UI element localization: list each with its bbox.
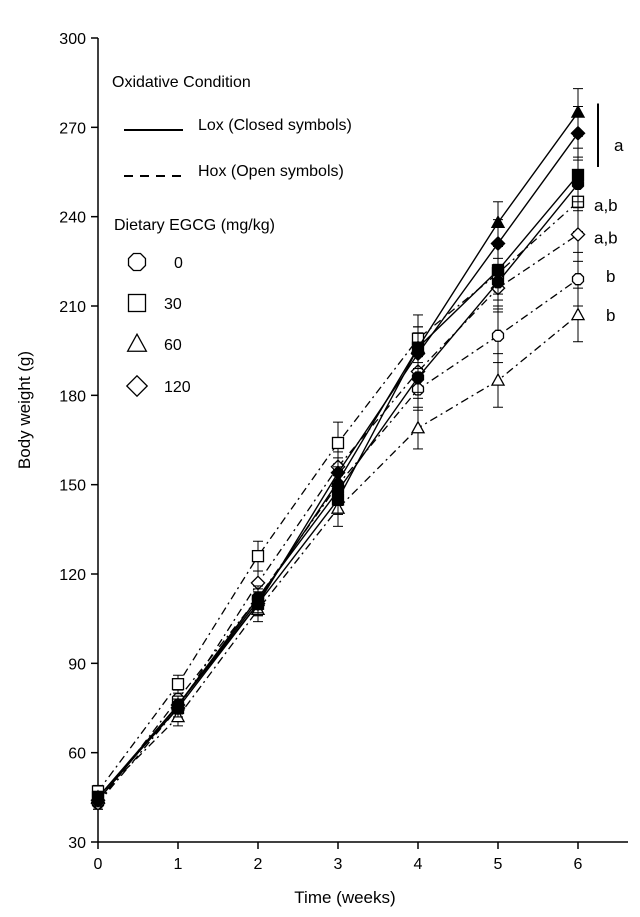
data-point [330, 465, 346, 481]
significance-label: b [606, 267, 615, 286]
legend-marker-octagon [127, 252, 147, 272]
y-tick-label: 180 [59, 388, 86, 405]
x-tick-label: 0 [94, 856, 103, 873]
x-tick-label: 4 [414, 856, 423, 873]
data-point [171, 678, 185, 691]
y-ticks: 30 60 90 120 150 180 210 240 270 300 [59, 31, 98, 852]
data-point [490, 372, 506, 386]
x-tick-label: 3 [334, 856, 343, 873]
legend-condition-lox: Lox (Closed symbols) [198, 117, 352, 134]
x-tick-label: 2 [254, 856, 263, 873]
legend-marker-square [127, 293, 147, 313]
significance-label: a [614, 136, 624, 155]
series-hox-triangle [90, 287, 586, 804]
data-point [491, 329, 505, 342]
legend-doses: 0 30 60 120 [125, 252, 191, 398]
y-tick-label: 60 [68, 746, 86, 763]
y-tick-label: 90 [68, 656, 86, 673]
series-layer [90, 88, 586, 811]
significance-label: b [606, 306, 615, 325]
x-tick-label: 5 [494, 856, 503, 873]
data-point [490, 235, 506, 251]
data-point [570, 125, 586, 141]
y-tick-label: 210 [59, 299, 86, 316]
legend-dose-label: 30 [164, 296, 182, 313]
significance-label: a,b [594, 196, 618, 215]
y-tick-label: 300 [59, 31, 86, 48]
significance-label: a,b [594, 229, 618, 248]
data-point [251, 549, 265, 563]
y-tick-label: 30 [68, 835, 86, 852]
data-point [250, 596, 266, 612]
series-lox-diamond [90, 105, 586, 808]
data-point [90, 792, 106, 808]
data-point [570, 227, 586, 243]
y-tick-label: 150 [59, 478, 86, 495]
data-point [570, 307, 586, 321]
y-tick-label: 240 [59, 210, 86, 227]
series-hox-octagon [91, 251, 585, 810]
data-point [571, 168, 585, 182]
data-point [410, 420, 426, 434]
x-axis-label: Time (weeks) [294, 888, 395, 907]
y-tick-label: 270 [59, 120, 86, 137]
y-axis-label: Body weight (g) [15, 351, 34, 469]
data-point [410, 346, 426, 362]
x-tick-label: 1 [174, 856, 183, 873]
data-point [170, 697, 186, 713]
x-tick-label: 6 [574, 856, 583, 873]
y-tick-label: 120 [59, 567, 86, 584]
legend-dose-label: 60 [164, 337, 182, 354]
legend-dose-label: 0 [174, 255, 183, 272]
legend-marker-diamond [125, 374, 149, 398]
legend-condition-title: Oxidative Condition [112, 74, 251, 91]
legend-condition-hox: Hox (Open symbols) [198, 163, 344, 180]
data-point [571, 273, 585, 286]
data-point [331, 436, 345, 450]
legend: Oxidative Condition Lox (Closed symbols)… [112, 74, 352, 398]
x-ticks: 0 1 2 3 4 5 6 [94, 842, 583, 873]
annotation-layer: a a,b a,b b b [594, 103, 624, 325]
legend-dose-title: Dietary EGCG (mg/kg) [114, 217, 275, 234]
legend-marker-triangle [126, 332, 148, 352]
legend-dose-label: 120 [164, 379, 191, 396]
